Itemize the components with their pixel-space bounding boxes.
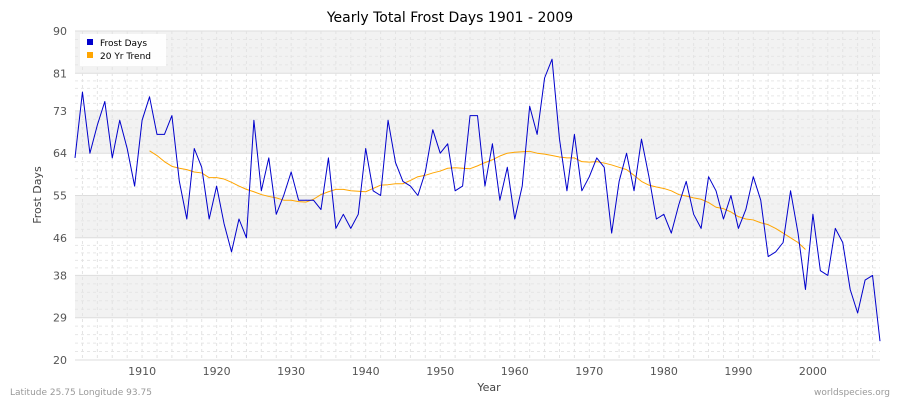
- series-line-20yr-trend: [149, 150, 806, 250]
- grid-lines: [75, 30, 880, 361]
- legend-swatch-frost-days: [87, 39, 93, 45]
- y-tick-label: 20: [53, 354, 67, 367]
- x-tick-label: 1930: [277, 365, 305, 378]
- legend: Frost Days 20 Yr Trend: [80, 34, 166, 66]
- grid-band: [75, 31, 880, 74]
- y-tick-label: 46: [53, 232, 67, 245]
- x-axis-label: Year: [476, 381, 501, 394]
- y-tick-label: 38: [53, 269, 67, 282]
- x-tick-label: 1940: [352, 365, 380, 378]
- x-tick-label: 1980: [650, 365, 678, 378]
- x-tick-label: 2000: [799, 365, 827, 378]
- legend-box: [80, 34, 166, 66]
- x-tick-label: 1950: [426, 365, 454, 378]
- y-axis-label: Frost Days: [31, 166, 44, 224]
- legend-swatch-20yr-trend: [87, 52, 93, 58]
- x-tick-label: 1960: [501, 365, 529, 378]
- footer-coordinates: Latitude 25.75 Longitude 93.75: [10, 388, 152, 398]
- legend-label-frost-days: Frost Days: [100, 39, 147, 49]
- x-tick-label: 1910: [128, 365, 156, 378]
- x-tick-label: 1920: [203, 365, 231, 378]
- footer-site: worldspecies.org: [814, 388, 890, 398]
- y-tick-label: 29: [53, 312, 67, 325]
- legend-label-20yr-trend: 20 Yr Trend: [100, 52, 151, 62]
- series-line-frost-days: [74, 58, 881, 342]
- grid-band: [75, 195, 880, 238]
- y-tick-labels: 20 29 38 46 55 64 73 81 90: [53, 25, 67, 367]
- y-tick-label: 64: [53, 147, 67, 160]
- grid-band: [75, 275, 880, 318]
- y-tick-label: 81: [53, 67, 67, 80]
- x-tick-label: 1970: [575, 365, 603, 378]
- y-tick-label: 55: [53, 190, 67, 203]
- x-tick-labels: 1910 1920 1930 1940 1950 1960 1970 1980 1990 2000: [128, 365, 827, 378]
- y-tick-label: 73: [53, 105, 67, 118]
- series-layer: [74, 58, 881, 342]
- chart-title: Yearly Total Frost Days 1901 - 2009: [326, 10, 573, 26]
- x-tick-label: 1990: [724, 365, 752, 378]
- y-tick-label: 90: [53, 25, 67, 38]
